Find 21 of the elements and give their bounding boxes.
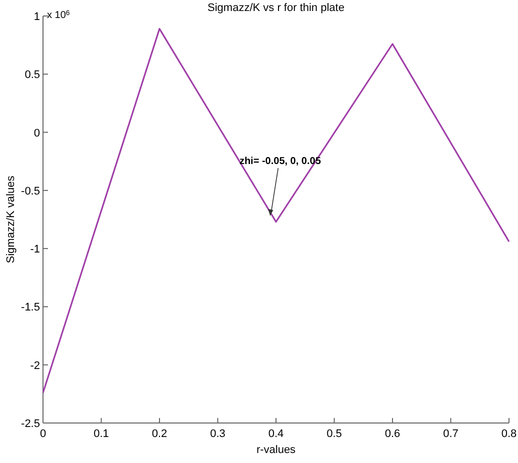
x-axis-title: r-values [256, 444, 296, 456]
y-tick-label: -1.5 [21, 302, 40, 314]
x-tick-label: 0.8 [501, 428, 517, 440]
x-tick-label: 0.3 [210, 428, 226, 440]
y-tick-label: -2.5 [21, 418, 40, 430]
annotation: x 10$^{6}$ [47, 10, 70, 21]
y-tick-label: 0.5 [24, 69, 40, 82]
x-tick-label: 0.7 [443, 428, 458, 440]
y-tick-label: 1 [34, 11, 40, 23]
chart-title: Sigmazz/K vs r for thin plate [208, 2, 344, 14]
x-tick-label: 0.1 [94, 428, 109, 440]
x-tick-label: 0.2 [152, 428, 168, 440]
y-axis-title: Sigmazz/K values [5, 175, 17, 264]
y-tick-label: 0 [34, 127, 40, 140]
y-tick-label: -2 [30, 360, 40, 372]
x-tick-label: 0.4 [268, 428, 284, 440]
y-tick-label: -0.5 [21, 185, 40, 198]
x-tick-label: 0.5 [326, 428, 342, 440]
y-tick-label: -1 [30, 244, 40, 256]
line-series [42, 28, 510, 394]
x-tick-label: 0.6 [384, 428, 400, 440]
